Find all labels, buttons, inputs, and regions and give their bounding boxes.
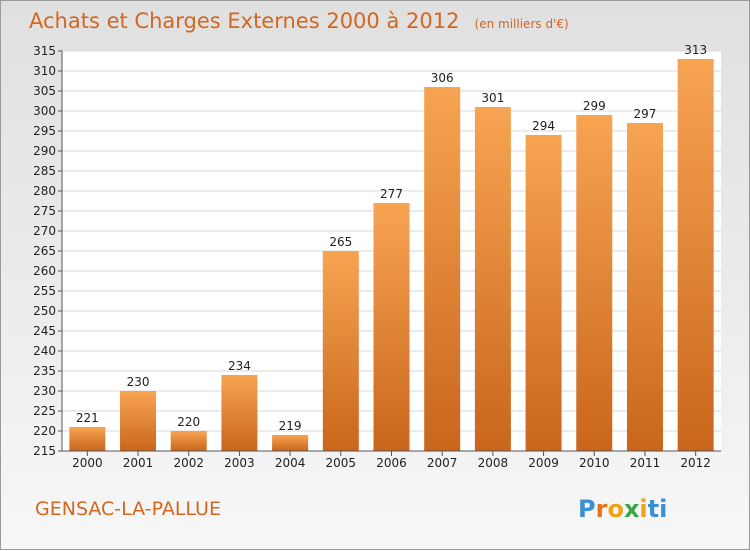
data-label-2007: 306 bbox=[431, 71, 454, 85]
data-label-2009: 294 bbox=[532, 119, 555, 133]
x-tick-label: 2002 bbox=[173, 456, 204, 470]
y-tick-label: 260 bbox=[33, 264, 56, 278]
y-tick-label: 300 bbox=[33, 104, 56, 118]
proxiti-logo: Proxiti bbox=[578, 495, 667, 523]
data-label-2003: 234 bbox=[228, 359, 251, 373]
x-tick-label: 2004 bbox=[275, 456, 306, 470]
y-tick-label: 235 bbox=[33, 364, 56, 378]
x-tick-label: 2005 bbox=[326, 456, 357, 470]
x-tick-label: 2003 bbox=[224, 456, 255, 470]
x-tick-label: 2007 bbox=[427, 456, 458, 470]
y-tick-label: 255 bbox=[33, 284, 56, 298]
data-label-2004: 219 bbox=[279, 419, 302, 433]
data-label-2001: 230 bbox=[127, 375, 150, 389]
y-tick-label: 280 bbox=[33, 184, 56, 198]
bar-2008 bbox=[474, 107, 511, 451]
x-tick-label: 2011 bbox=[630, 456, 661, 470]
x-tick-label: 2012 bbox=[680, 456, 711, 470]
y-tick-label: 295 bbox=[33, 124, 56, 138]
axes: 215 220 225 230 235 240 245 250 255 260 265 270 275 2… bbox=[33, 44, 721, 470]
bar-2007 bbox=[424, 87, 461, 451]
y-tick-label: 290 bbox=[33, 144, 56, 158]
data-label-2000: 221 bbox=[76, 411, 99, 425]
commune-name: GENSAC-LA-PALLUE bbox=[35, 498, 221, 520]
x-tick-label: 2009 bbox=[528, 456, 559, 470]
bar-2000 bbox=[69, 427, 106, 451]
y-tick-label: 310 bbox=[33, 64, 56, 78]
data-label-2005: 265 bbox=[329, 235, 352, 249]
bars: 221 230 220 234 219 265 277 306 301 294 299 297 313 bbox=[69, 43, 714, 451]
y-tick-label: 265 bbox=[33, 244, 56, 258]
bar-2002 bbox=[170, 431, 207, 451]
proxiti-letter: x bbox=[624, 495, 640, 523]
y-tick-label: 215 bbox=[33, 444, 56, 458]
bar-2010 bbox=[576, 115, 613, 451]
bar-2006 bbox=[373, 203, 410, 451]
proxiti-letter: P bbox=[578, 495, 596, 523]
y-tick-label: 225 bbox=[33, 404, 56, 418]
x-tick-label: 2006 bbox=[376, 456, 407, 470]
y-tick-label: 285 bbox=[33, 164, 56, 178]
y-tick-label: 305 bbox=[33, 84, 56, 98]
bar-2009 bbox=[525, 135, 562, 451]
data-label-2006: 277 bbox=[380, 187, 403, 201]
chart-title-main: Achats et Charges Externes 2000 à 2012 bbox=[29, 9, 459, 33]
data-label-2010: 299 bbox=[583, 99, 606, 113]
x-tick-label: 2008 bbox=[478, 456, 509, 470]
bar-2012 bbox=[677, 59, 714, 451]
proxiti-letter: i bbox=[639, 495, 647, 523]
bar-2005 bbox=[322, 251, 359, 451]
y-tick-label: 275 bbox=[33, 204, 56, 218]
y-tick-label: 240 bbox=[33, 344, 56, 358]
y-tick-label: 270 bbox=[33, 224, 56, 238]
y-tick-label: 250 bbox=[33, 304, 56, 318]
proxiti-letter: i bbox=[659, 495, 667, 523]
data-label-2011: 297 bbox=[634, 107, 657, 121]
y-tick-label: 315 bbox=[33, 44, 56, 58]
y-tick-label: 220 bbox=[33, 424, 56, 438]
bar-2003 bbox=[221, 375, 258, 451]
y-tick-label: 245 bbox=[33, 324, 56, 338]
data-label-2012: 313 bbox=[684, 43, 707, 57]
chart-title-unit: (en milliers d'€) bbox=[475, 17, 569, 31]
bar-2001 bbox=[120, 391, 157, 451]
chart-title: Achats et Charges Externes 2000 à 2012 (… bbox=[29, 9, 569, 33]
x-tick-label: 2001 bbox=[123, 456, 154, 470]
proxiti-letter: o bbox=[607, 495, 624, 523]
proxiti-letter: t bbox=[648, 495, 659, 523]
y-tick-label: 230 bbox=[33, 384, 56, 398]
bar-2004 bbox=[272, 435, 309, 451]
bar-2011 bbox=[626, 123, 663, 451]
proxiti-letter: r bbox=[596, 495, 608, 523]
data-label-2008: 301 bbox=[481, 91, 504, 105]
x-tick-label: 2010 bbox=[579, 456, 610, 470]
x-tick-label: 2000 bbox=[72, 456, 103, 470]
data-label-2002: 220 bbox=[177, 415, 200, 429]
